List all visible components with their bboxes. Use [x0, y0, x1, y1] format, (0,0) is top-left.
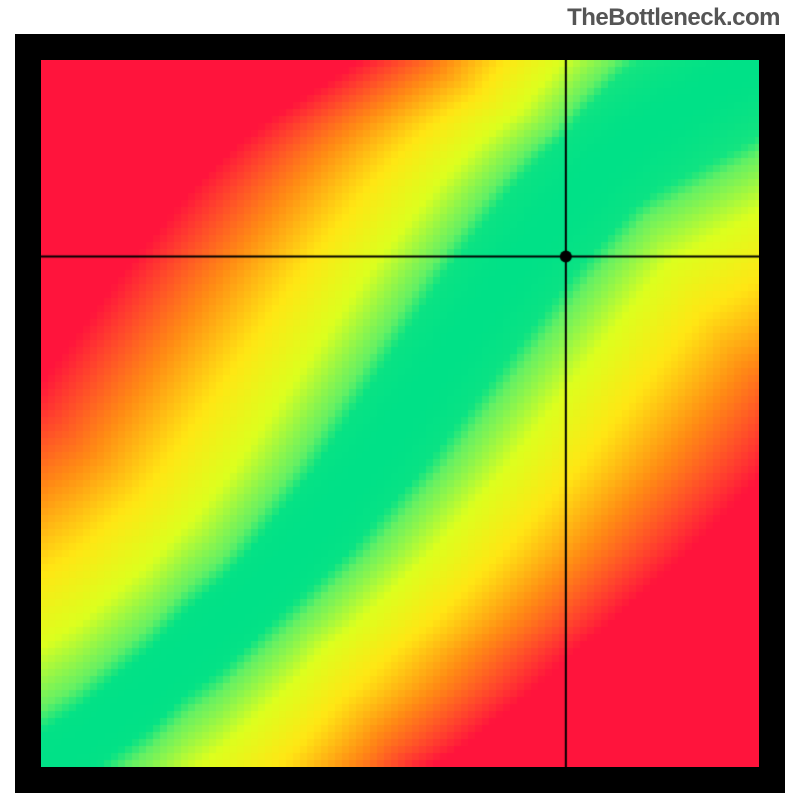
attribution-label: TheBottleneck.com — [567, 4, 780, 32]
chart-container: TheBottleneck.com — [0, 0, 800, 800]
bottleneck-heatmap — [41, 60, 759, 767]
